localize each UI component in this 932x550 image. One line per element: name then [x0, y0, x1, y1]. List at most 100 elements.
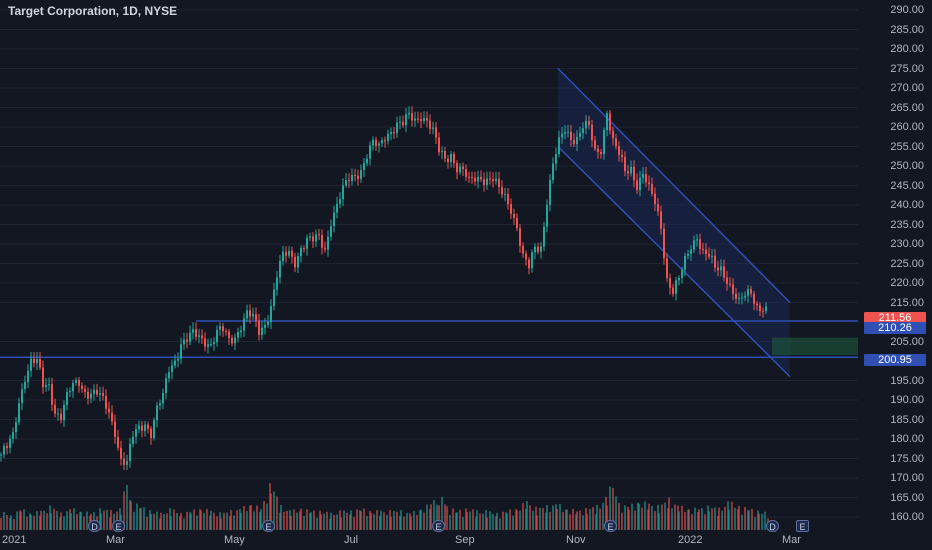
volume-bar — [50, 513, 52, 530]
volume-bar — [738, 506, 740, 530]
volume-bar — [193, 509, 195, 530]
earnings-event-icon[interactable]: E — [262, 520, 275, 532]
candle-body — [330, 226, 332, 237]
volume-bar — [631, 503, 633, 530]
volume-bar — [150, 513, 152, 530]
volume-bar — [492, 513, 494, 530]
candle-body — [669, 277, 671, 288]
candle-body — [165, 378, 167, 394]
volume-bar — [664, 502, 666, 530]
volume-bar — [671, 508, 673, 530]
candle-body — [366, 158, 368, 164]
volume-bar — [681, 505, 683, 530]
candle-body — [282, 251, 284, 262]
volume-bar — [396, 511, 398, 530]
volume-bar — [648, 503, 650, 530]
volume-bar — [133, 511, 135, 530]
volume-bar — [466, 512, 468, 530]
volume-bar — [203, 512, 205, 530]
volume-bar — [106, 509, 108, 530]
volume-bar — [303, 515, 305, 530]
volume-bar — [350, 510, 352, 530]
candle-body — [576, 136, 578, 145]
volume-bar — [452, 508, 454, 530]
volume-bar — [110, 510, 112, 530]
candle-body — [51, 384, 53, 405]
volume-bar — [651, 505, 653, 530]
level-price-label: 200.95 — [864, 354, 926, 366]
candle-body — [195, 329, 197, 337]
volume-bar — [462, 517, 464, 530]
candle-body — [630, 166, 632, 174]
time-tick-label: Jul — [344, 534, 359, 546]
candle-body — [663, 228, 665, 259]
candle-body — [252, 314, 254, 317]
volume-bar — [383, 512, 385, 530]
candle-body — [9, 438, 11, 448]
candle-body — [0, 454, 2, 456]
candle-body — [288, 251, 290, 256]
volume-bar — [516, 510, 518, 530]
earnings-event-icon[interactable]: E — [796, 520, 809, 532]
candle-body — [606, 113, 608, 131]
candle-body — [432, 127, 434, 129]
volume-bar — [638, 503, 640, 530]
volume-bar — [476, 510, 478, 530]
volume-bar — [748, 510, 750, 530]
candle-body — [177, 358, 179, 361]
dividend-event-icon[interactable]: D — [766, 520, 779, 532]
candle-body — [264, 324, 266, 328]
candle-body — [591, 124, 593, 141]
candle-body — [306, 237, 308, 249]
volume-bar — [734, 507, 736, 530]
candle-body — [186, 339, 188, 342]
volume-bar — [330, 512, 332, 530]
candle-body — [120, 447, 122, 459]
volume-bar — [196, 515, 198, 530]
candle-body — [561, 133, 563, 138]
candle-body — [315, 234, 317, 242]
time-tick-label: 2022 — [678, 534, 703, 546]
dividend-event-icon[interactable]: D — [88, 520, 101, 532]
volume-bar — [489, 511, 491, 530]
volume-bar — [223, 512, 225, 530]
level-2-value: 200.95 — [878, 354, 912, 366]
volume-bar — [86, 511, 88, 530]
candle-body — [414, 118, 416, 121]
volume-bar — [536, 515, 538, 530]
candle-body — [462, 166, 464, 169]
volume-bar — [430, 504, 432, 530]
volume-bar — [130, 501, 132, 530]
price-tick-label: 180.00 — [890, 433, 924, 445]
candle-body — [324, 247, 326, 250]
volume-bar — [136, 503, 138, 530]
volume-bar — [684, 512, 686, 530]
candle-body — [672, 287, 674, 294]
candle-body — [39, 359, 41, 368]
volume-bar — [592, 507, 594, 530]
candle-body — [273, 289, 275, 307]
volume-bar — [266, 503, 268, 530]
volume-bar — [376, 510, 378, 530]
volume-bar — [449, 514, 451, 530]
earnings-event-icon[interactable]: E — [112, 520, 125, 532]
volume-bar — [103, 510, 105, 530]
candle-body — [522, 245, 524, 254]
volume-bar — [230, 510, 232, 530]
candle-body — [36, 359, 38, 364]
volume-bar — [714, 507, 716, 530]
candle-body — [510, 204, 512, 214]
volume-bar — [526, 501, 528, 530]
candle-body — [225, 330, 227, 332]
candle-body — [666, 258, 668, 278]
volume-bar — [758, 513, 760, 530]
candle-body — [753, 293, 755, 304]
earnings-event-icon[interactable]: E — [432, 520, 445, 532]
earnings-event-icon[interactable]: E — [604, 520, 617, 532]
volume-bar — [761, 513, 763, 530]
drawings[interactable] — [0, 67, 858, 378]
candle-body — [219, 326, 221, 330]
candle-body — [234, 337, 236, 344]
